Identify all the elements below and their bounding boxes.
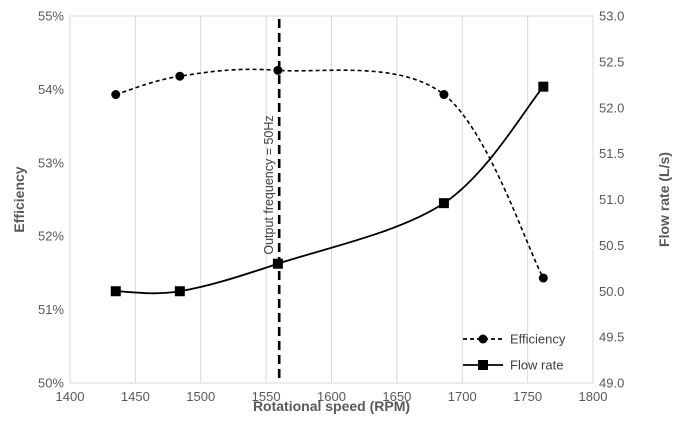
x-tick-label: 1650 [382, 389, 411, 404]
axes: 1400 1450 1500 1550 1600 1650 1700 1750 1800 50% 5… [38, 9, 624, 405]
legend-marker [478, 360, 488, 370]
x-tick-label: 1600 [317, 389, 346, 404]
y2-tick-label: 52.5 [599, 54, 624, 69]
y2-axis-title: Flow rate (L/s) [656, 152, 672, 247]
x-tick-label: 1500 [186, 389, 215, 404]
x-tick-label: 1800 [579, 389, 608, 404]
gridlines [69, 15, 594, 384]
y2-tick-label: 49.5 [599, 330, 624, 345]
y2-tick-label: 52.0 [599, 100, 624, 115]
data-point [111, 90, 121, 100]
y2-tick-label: 51.5 [599, 146, 624, 161]
x-tick-label: 1750 [513, 389, 542, 404]
y-axis-title: Efficiency [11, 166, 27, 232]
x-axis-title: Rotational speed (RPM) [253, 398, 410, 414]
y-tick-label: 53% [38, 155, 64, 170]
data-point [273, 65, 283, 75]
x-tick-label: 1400 [56, 389, 85, 404]
y2-tick-label: 49.0 [599, 376, 624, 391]
x-tick-label: 1450 [121, 389, 150, 404]
y-tick-label: 52% [38, 229, 64, 244]
legend-marker [478, 334, 488, 344]
data-point [439, 90, 449, 100]
legend-label: Flow rate [510, 358, 563, 373]
y2-tick-label: 50.5 [599, 238, 624, 253]
data-point [438, 198, 449, 209]
data-point [538, 81, 549, 92]
series-layer [110, 65, 549, 297]
x-tick-label: 1700 [448, 389, 477, 404]
annotation-label: Output frequency = 50Hz [262, 115, 276, 254]
data-point [174, 286, 185, 297]
data-point [110, 286, 121, 297]
x-tick-label: 1550 [252, 389, 281, 404]
series-line-0 [115, 68, 545, 279]
data-point [175, 71, 185, 81]
plot-area-border [69, 15, 594, 384]
legend-label: Efficiency [510, 332, 566, 347]
data-point [538, 273, 548, 283]
legend: Efficiency Flow rate [463, 332, 566, 373]
y2-tick-label: 53.0 [599, 9, 624, 24]
series-line-1 [115, 86, 545, 295]
y2-tick-label: 50.0 [599, 284, 624, 299]
annotation-layer: Output frequency = 50Hz [262, 19, 281, 383]
y-tick-label: 50% [38, 376, 64, 391]
data-point [272, 258, 283, 269]
y-tick-label: 55% [38, 9, 64, 24]
y-tick-label: 51% [38, 302, 64, 317]
y2-tick-label: 51.0 [599, 192, 624, 207]
y-tick-label: 54% [38, 82, 64, 97]
